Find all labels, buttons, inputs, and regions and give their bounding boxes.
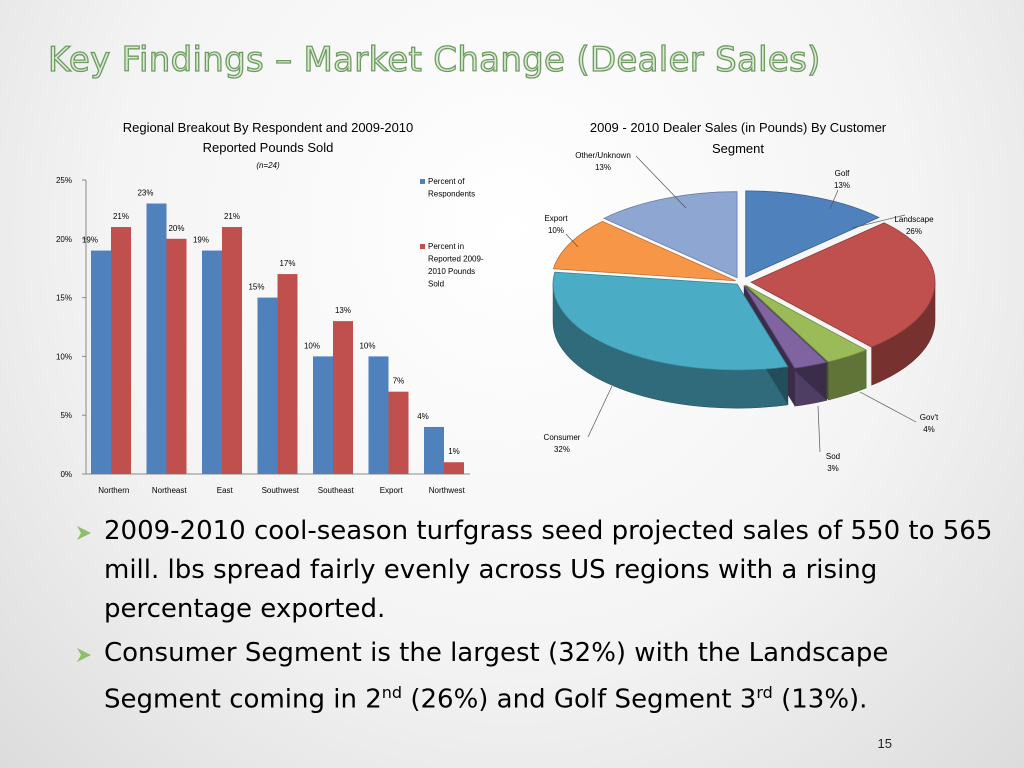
pie-slice-label: Landscape <box>894 215 934 224</box>
bar-category-label: Southeast <box>318 486 355 495</box>
bar-data-label: 23% <box>137 189 153 198</box>
bar <box>368 356 389 474</box>
legend-label: Percent of Respondents <box>428 177 475 199</box>
bullet-arrow-icon <box>77 648 91 662</box>
bar-data-label: 17% <box>279 259 295 268</box>
pie-leader-line <box>565 233 579 248</box>
legend-swatch <box>420 244 425 249</box>
bar-category-label: Southwest <box>262 486 300 495</box>
bar <box>388 391 409 474</box>
bar-data-label: 1% <box>448 447 460 456</box>
bar-data-label: 13% <box>335 306 351 315</box>
bar <box>111 227 131 474</box>
bar <box>146 203 167 474</box>
bullet-superscript: rd <box>756 683 773 702</box>
bar <box>333 321 353 474</box>
bar-data-label: 21% <box>224 212 240 221</box>
bar-y-tick-label: 20% <box>56 235 72 244</box>
pie-leader-line <box>635 155 687 209</box>
bullet-list: 2009-2010 cool-season turfgrass seed pro… <box>76 512 996 725</box>
bar-category-label: Northeast <box>152 486 187 495</box>
pie-slice-label: Export <box>544 214 568 223</box>
bar-y-tick-label: 5% <box>60 411 72 420</box>
bar-data-label: 19% <box>193 236 209 245</box>
pie-leader-line <box>817 405 821 453</box>
pie-slice-value: 13% <box>595 163 611 172</box>
bar-chart-title-line2: Reported Pounds Sold <box>203 140 334 155</box>
pie-slice-value: 3% <box>827 464 839 473</box>
pie-slice <box>745 284 868 363</box>
pie-slice-label: Consumer <box>544 433 581 442</box>
bar-data-label: 7% <box>393 377 405 386</box>
pie-slice <box>743 285 828 369</box>
page-number: 15 <box>877 736 892 751</box>
pie-slice-value: 10% <box>548 226 564 235</box>
bullet-text: Consumer Segment is the largest (32%) wi… <box>104 638 889 715</box>
slide-title: Key Findings – Market Change (Dealer Sal… <box>47 39 821 80</box>
legend-label: Percent in Reported 2009-2010 Pounds Sold <box>428 242 484 289</box>
pie-leader-line <box>587 385 613 438</box>
pie-slice <box>603 191 738 279</box>
bullet-superscript: nd <box>381 683 403 702</box>
bar <box>444 462 464 474</box>
bar-chart-title-line1: Regional Breakout By Respondent and 2009… <box>123 120 414 135</box>
pie-labels: Golf 13% Landscape 26% Gov't 4% Sod 3% Consumer 3… <box>544 151 939 473</box>
bar-data-label: 19% <box>82 236 98 245</box>
bar <box>166 238 187 474</box>
bar <box>277 274 298 474</box>
bullet-item: Consumer Segment is the largest (32%) wi… <box>76 634 996 720</box>
bar-chart-subtitle: (n=24) <box>256 161 280 170</box>
bar <box>257 297 278 474</box>
bar-y-tick-label: 25% <box>56 176 72 185</box>
pie-slice-label: Sod <box>826 452 840 461</box>
bullet-text: (13%). <box>772 684 868 715</box>
pie-leader-line <box>829 189 839 210</box>
pie-slice-label: Other/Unknown <box>575 151 631 160</box>
pie-leader-line <box>859 391 917 423</box>
bar <box>202 250 222 474</box>
pie-slice <box>552 220 736 282</box>
bullet-text: 2009-2010 cool-season turfgrass seed pro… <box>104 516 993 624</box>
bar <box>313 356 333 474</box>
pie-slice <box>745 190 880 278</box>
bar-y-tick-label: 15% <box>56 294 72 303</box>
bar-marks: Northern 19% 21% Northeast 23% 20% East 19% 21% S… <box>82 189 466 495</box>
pie-chart: 2009 - 2010 Dealer Sales (in Pounds) By … <box>544 120 939 473</box>
bar <box>222 227 242 474</box>
pie-chart-title-line1: 2009 - 2010 Dealer Sales (in Pounds) By … <box>590 120 887 135</box>
pie-slice-value: 32% <box>554 445 570 454</box>
bar-data-label: 10% <box>359 341 375 350</box>
bullet-item: 2009-2010 cool-season turfgrass seed pro… <box>76 512 996 629</box>
bar-y-ticks: 0% 5% 10% 15% 20% 25% <box>56 176 86 479</box>
bar-category-label: Northwest <box>429 486 466 495</box>
bar-data-label: 10% <box>304 341 320 350</box>
bullet-text: (26%) and Golf Segment 3 <box>402 684 757 715</box>
bar-data-label: 21% <box>113 212 129 221</box>
pie-slice-value: 26% <box>906 227 922 236</box>
bar-legend: Percent of Respondents Percent in Reported … <box>420 177 484 289</box>
legend-swatch <box>420 179 425 184</box>
bar-data-label: 20% <box>168 224 184 233</box>
pie-slices <box>552 190 936 409</box>
bar-category-label: Northern <box>98 486 129 495</box>
bar-chart: Regional Breakout By Respondent and 2009… <box>56 120 484 495</box>
pie-slice <box>750 222 936 348</box>
pie-leader-line <box>851 214 906 229</box>
bar-data-label: 15% <box>248 283 264 292</box>
bar <box>424 426 444 474</box>
bar-data-label: 4% <box>417 412 429 421</box>
pie-slice-label: Golf <box>835 169 850 178</box>
pie-chart-title-line2: Segment <box>712 141 764 156</box>
pie-slice-label: Gov't <box>920 413 939 422</box>
bar-category-label: East <box>217 486 234 495</box>
pie-slice-value: 13% <box>834 181 850 190</box>
pie-slice <box>552 271 789 371</box>
bar-y-tick-label: 0% <box>60 470 72 479</box>
bar-category-label: Export <box>380 486 404 495</box>
pie-slice-value: 4% <box>923 425 935 434</box>
bar <box>91 250 111 474</box>
bullet-arrow-icon <box>77 526 91 540</box>
bar-y-tick-label: 10% <box>56 352 72 361</box>
